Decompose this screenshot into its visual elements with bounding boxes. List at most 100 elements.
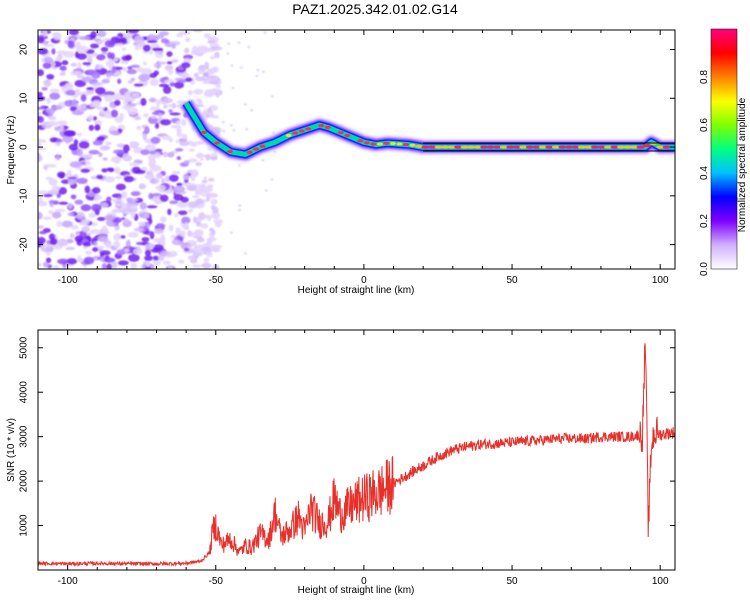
noise-blob xyxy=(59,65,67,71)
noise-blob xyxy=(154,228,165,235)
snr-y-tick-label: 2000 xyxy=(19,470,30,493)
ridge-hotspot xyxy=(519,145,528,149)
ridge-hotspot xyxy=(591,145,600,149)
noise-blob xyxy=(66,238,74,244)
noise-blob xyxy=(50,238,58,246)
noise-blob xyxy=(70,70,83,76)
ridge-hotspot xyxy=(324,125,331,129)
noise-blob xyxy=(122,67,128,72)
noise-blob xyxy=(210,204,216,210)
noise-blob xyxy=(41,86,48,91)
noise-blob xyxy=(195,98,202,103)
noise-blob xyxy=(247,45,251,49)
ridge-hotspot xyxy=(610,145,619,149)
noise-blob xyxy=(61,220,73,228)
ridge-hotspot xyxy=(623,145,632,149)
noise-blob xyxy=(70,225,79,230)
noise-blob xyxy=(71,110,84,116)
noise-blob xyxy=(186,185,197,192)
noise-blob xyxy=(153,62,162,69)
noise-blob xyxy=(102,157,108,161)
ridge-hotspot xyxy=(454,145,463,149)
noise-blob xyxy=(78,91,90,97)
noise-blob xyxy=(38,190,49,195)
noise-blob xyxy=(75,41,81,50)
noise-blob xyxy=(80,168,91,173)
ridge-hotspot xyxy=(499,145,508,149)
ridge-hotspot xyxy=(551,145,560,149)
noise-blob xyxy=(126,69,137,75)
noise-blob xyxy=(84,250,93,255)
noise-blob xyxy=(76,75,85,79)
ridge-hotspot xyxy=(363,141,370,145)
noise-blob xyxy=(49,88,60,93)
noise-blob xyxy=(119,112,124,121)
noise-blob xyxy=(49,92,61,100)
ridge-hotspot xyxy=(545,145,554,149)
noise-blob xyxy=(128,253,140,262)
noise-blob xyxy=(67,176,78,180)
noise-blob xyxy=(139,202,147,210)
noise-blob xyxy=(261,158,265,162)
noise-blob xyxy=(171,239,181,245)
noise-blob xyxy=(149,72,157,79)
noise-blob xyxy=(120,96,126,101)
noise-blob xyxy=(207,177,215,182)
noise-blob xyxy=(143,113,149,118)
noise-blob xyxy=(67,212,75,217)
noise-blob xyxy=(141,213,150,219)
ridge-hotspot xyxy=(292,131,299,135)
ridge-hotspot xyxy=(396,142,403,146)
noise-blob xyxy=(229,124,233,127)
noise-blob xyxy=(270,95,274,98)
noise-blob xyxy=(95,87,106,95)
noise-blob xyxy=(209,114,213,118)
noise-blob xyxy=(133,227,145,232)
noise-blob xyxy=(176,126,182,135)
noise-blob xyxy=(104,91,115,96)
spectrogram-x-tick-label: 50 xyxy=(506,275,518,286)
noise-blob xyxy=(176,100,188,104)
noise-blob xyxy=(43,79,52,87)
noise-blob xyxy=(123,248,130,253)
noise-blob xyxy=(195,204,205,209)
noise-blob xyxy=(148,97,157,103)
noise-blob xyxy=(175,227,181,235)
noise-blob xyxy=(195,221,202,227)
noise-blob xyxy=(97,234,109,243)
noise-blob xyxy=(195,154,208,158)
noise-blob xyxy=(128,162,140,166)
ridge-hotspot xyxy=(532,145,541,149)
noise-blob xyxy=(76,53,88,60)
noise-blob xyxy=(101,168,108,173)
ridge-hotspot xyxy=(460,145,469,149)
noise-blob xyxy=(130,77,136,82)
noise-blob xyxy=(176,132,183,138)
noise-blob xyxy=(270,178,274,181)
noise-blob xyxy=(38,153,42,162)
colorbar: 0.0 0.2 0.4 0.6 0.8 Normalized spectral ampl… xyxy=(699,28,748,276)
noise-blob xyxy=(207,218,211,221)
ridge-hotspot xyxy=(259,144,266,148)
noise-blob xyxy=(96,245,105,250)
noise-blob xyxy=(237,41,241,44)
noise-blob xyxy=(210,245,220,252)
noise-blob xyxy=(54,208,66,213)
noise-blob xyxy=(121,217,126,221)
colorbar-frame xyxy=(710,28,738,270)
ridge-hotspot xyxy=(597,145,606,149)
noise-blob xyxy=(119,235,126,239)
ridge-hotspot xyxy=(584,145,593,149)
noise-cloud xyxy=(38,30,277,269)
noise-blob xyxy=(144,243,155,249)
noise-blob xyxy=(121,55,132,62)
ridge-hotspot xyxy=(467,145,476,149)
noise-blob xyxy=(96,174,104,180)
noise-blob xyxy=(150,115,157,119)
noise-blob xyxy=(135,169,146,174)
ridge-hotspot xyxy=(409,143,416,147)
noise-blob xyxy=(192,171,199,176)
noise-blob xyxy=(121,47,127,52)
noise-blob xyxy=(111,65,117,74)
noise-blob xyxy=(114,166,121,175)
